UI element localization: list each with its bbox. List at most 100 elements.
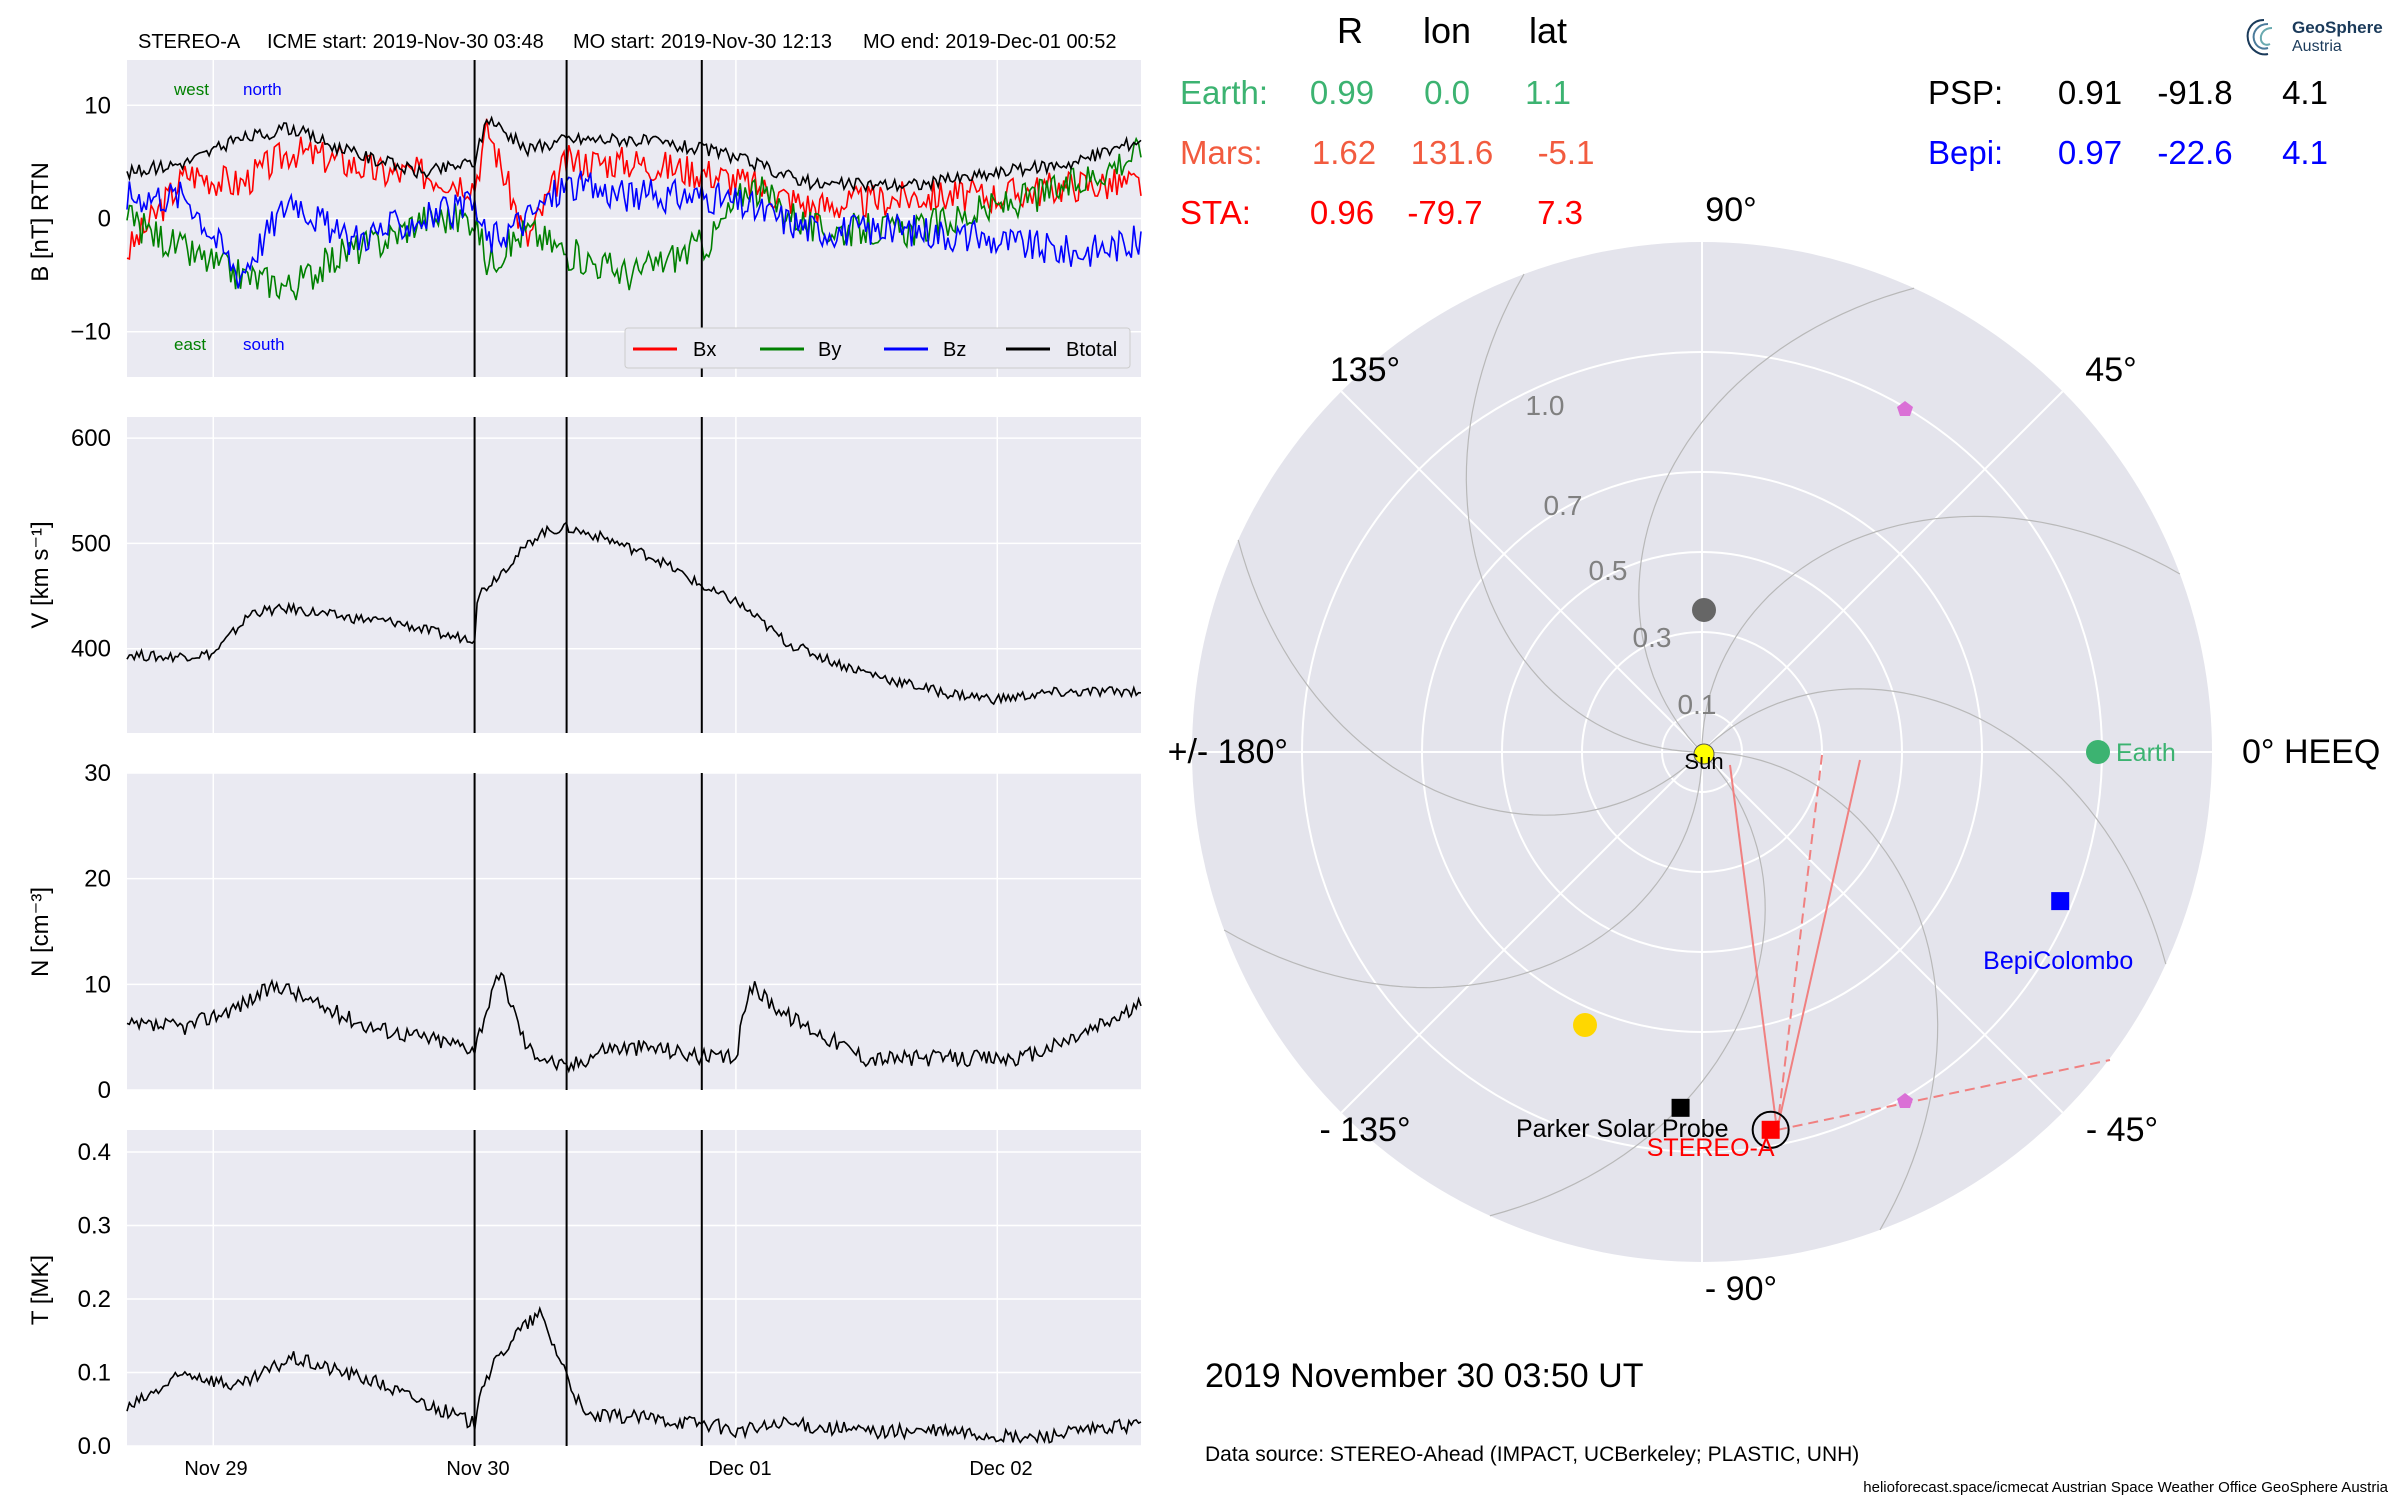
ylabel-v: V [km s⁻¹] xyxy=(27,521,54,628)
ytick-t: 0.3 xyxy=(78,1213,111,1240)
logo-sub: Austria xyxy=(2292,38,2342,55)
angle-label-135: 135° xyxy=(1330,351,1400,389)
polar-spoke xyxy=(1701,751,2064,1114)
polar-field-lines xyxy=(1223,273,2181,1231)
ytick-n: 0 xyxy=(98,1077,111,1104)
angle-label-m45: - 45° xyxy=(2086,1111,2158,1149)
rlabel-0-7: 0.7 xyxy=(1544,490,1583,521)
parker-spiral-line xyxy=(1701,515,2181,753)
psp-label: Parker Solar Probe xyxy=(1516,1115,1729,1143)
cme-line-1 xyxy=(1729,764,1778,1131)
rlabel-0-3: 0.3 xyxy=(1633,622,1672,653)
series-btotal xyxy=(126,115,1142,194)
rlabel-0-1: 0.1 xyxy=(1678,689,1717,720)
header-mo-end: MO end: 2019-Dec-01 00:52 xyxy=(863,31,1117,53)
table-sta-lat: 7.3 xyxy=(1537,194,1583,231)
sta-label: STEREO-A xyxy=(1647,1134,1775,1162)
ytick-t: 0.0 xyxy=(78,1433,111,1460)
series-n xyxy=(126,971,1142,1074)
sun-marker xyxy=(1693,743,1715,765)
legend-label-by: By xyxy=(818,339,841,361)
table-mars-lat: -5.1 xyxy=(1538,134,1595,171)
parker-spiral-line xyxy=(1489,751,1766,1217)
angle-label-m90: - 90° xyxy=(1705,1270,1777,1308)
panel-t-background xyxy=(127,1130,1141,1446)
legend-label-bx: Bx xyxy=(693,339,716,361)
ytick-n: 10 xyxy=(84,971,111,998)
marker-pentagon-1 xyxy=(1897,401,1913,416)
label-east: east xyxy=(174,335,206,354)
rlabel-0-5: 0.5 xyxy=(1589,555,1628,586)
ytick-n: 30 xyxy=(84,760,111,787)
sta-ring xyxy=(1751,1110,1790,1149)
label-west: west xyxy=(173,80,209,99)
header-spacecraft: STEREO-A xyxy=(138,31,241,53)
ylabel-t: T [MK] xyxy=(27,1255,54,1325)
table-earth-name: Earth: xyxy=(1180,74,1268,111)
table-bepi-lat: 4.1 xyxy=(2282,134,2328,171)
polar-plot: 1.0 0.7 0.5 0.3 0.1 90° 45° 0° HEEQ - 45… xyxy=(1168,191,2381,1308)
marker-grey xyxy=(1692,598,1716,622)
parker-spiral-line xyxy=(1701,751,1939,1231)
label-south: south xyxy=(243,335,285,354)
table-sta-lon: -79.7 xyxy=(1407,194,1482,231)
header-mo-start: MO start: 2019-Nov-30 12:13 xyxy=(573,31,832,53)
parker-spiral-line xyxy=(1237,539,1703,816)
table-sta-r: 0.96 xyxy=(1310,194,1374,231)
table-earth-r: 0.99 xyxy=(1310,74,1374,111)
table-sta-name: STA: xyxy=(1180,194,1251,231)
angle-label-0: 0° HEEQ xyxy=(2242,733,2380,771)
angle-label-45: 45° xyxy=(2085,351,2136,389)
position-table: R lon lat Earth: 0.99 0.0 1.1 Mars: 1.62… xyxy=(1180,10,2328,231)
polar-spoke xyxy=(1340,751,1703,1114)
marker-yellow xyxy=(1573,1013,1597,1037)
parker-spiral-line xyxy=(1465,273,1703,753)
label-north: north xyxy=(243,80,282,99)
earth-marker xyxy=(2086,740,2110,764)
legend-label-bz: Bz xyxy=(943,339,966,361)
table-psp-r: 0.91 xyxy=(2058,74,2122,111)
ytick-b: 10 xyxy=(84,92,111,119)
ytick-t: 0.1 xyxy=(78,1360,111,1387)
ytick-v: 400 xyxy=(71,636,111,663)
series-v xyxy=(126,521,1142,706)
xtick-nov30: Nov 30 xyxy=(446,1458,509,1480)
angle-label-m135: - 135° xyxy=(1319,1111,1410,1149)
geosphere-logo: GeoSphere Austria xyxy=(2240,14,2390,64)
ytick-v: 600 xyxy=(71,425,111,452)
table-earth-lon: 0.0 xyxy=(1424,74,1470,111)
ytick-n: 20 xyxy=(84,866,111,893)
panel-n: 30 20 10 0 xyxy=(84,760,1142,1104)
cme-dashed-2 xyxy=(1776,1059,2111,1131)
sun-label: Sun xyxy=(1684,749,1723,774)
xtick-dec02: Dec 02 xyxy=(969,1458,1032,1480)
panel-v: 600 500 400 xyxy=(71,417,1142,733)
table-header-lon: lon xyxy=(1423,10,1471,51)
series-t xyxy=(126,1305,1142,1445)
polar-spoke xyxy=(1340,390,1703,753)
angle-label-90: 90° xyxy=(1705,191,1756,229)
series-bz xyxy=(126,170,1142,289)
table-psp-lat: 4.1 xyxy=(2282,74,2328,111)
bepi-label: BepiColombo xyxy=(1983,947,2133,975)
parker-spiral-line xyxy=(1638,287,1915,753)
panel-b: 10 0 −10 xyxy=(70,60,1142,377)
logo-name: GeoSphere xyxy=(2292,18,2383,37)
angle-label-180: +/- 180° xyxy=(1168,733,1288,771)
b-legend: Bx By Bz Btotal xyxy=(624,327,1131,369)
polar-spoke xyxy=(1701,390,2064,753)
ylabel-b: B [nT] RTN xyxy=(27,162,54,282)
ylabel-n: N [cm⁻³] xyxy=(27,887,54,977)
panel-n-background xyxy=(127,773,1141,1090)
panel-t: 0.4 0.3 0.2 0.1 0.0 xyxy=(78,1130,1142,1460)
table-mars-lon: 131.6 xyxy=(1411,134,1494,171)
table-bepi-lon: -22.6 xyxy=(2157,134,2232,171)
ytick-v: 500 xyxy=(71,530,111,557)
ytick-t: 0.2 xyxy=(78,1286,111,1313)
legend-label-btotal: Btotal xyxy=(1066,339,1117,361)
table-mars-r: 1.62 xyxy=(1312,134,1376,171)
table-psp-name: PSP: xyxy=(1928,74,2003,111)
plot-timestamp: 2019 November 30 03:50 UT xyxy=(1205,1357,1643,1395)
